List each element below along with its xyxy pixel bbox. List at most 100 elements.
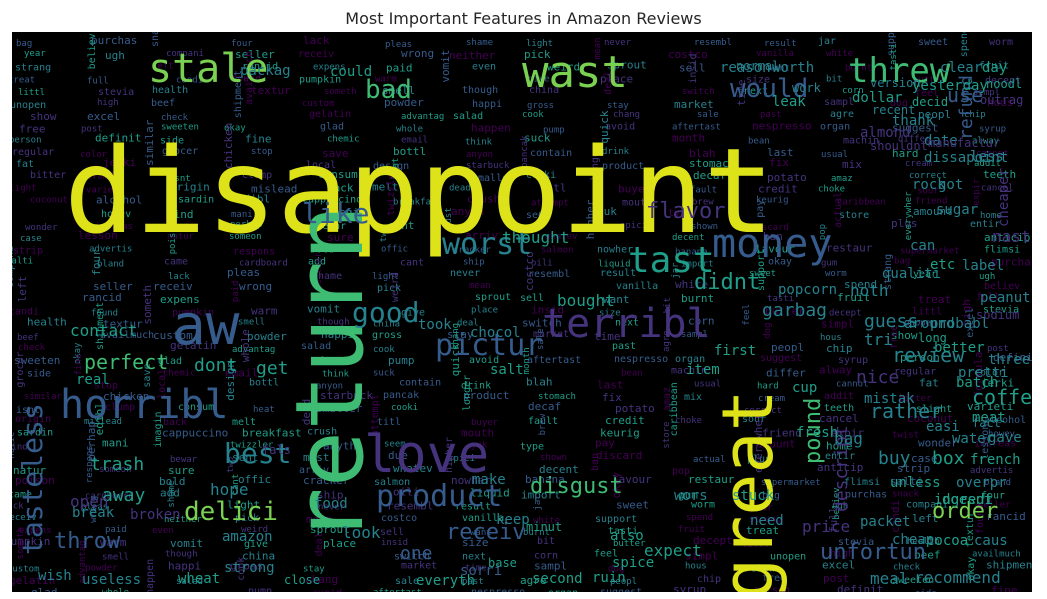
filler-word-251: whole (396, 124, 423, 134)
filler-word-220: beef (151, 98, 175, 109)
filler-word-375: someon (229, 232, 262, 242)
filler-word-326: credit (605, 414, 645, 427)
filler-word-387: advertis (89, 244, 132, 254)
filler-word-243: agre (662, 330, 672, 352)
word-138: recent (872, 103, 915, 117)
filler-word-339: brew (692, 198, 714, 208)
filler-word-216: feel (742, 304, 752, 326)
filler-word-322: dead (300, 399, 313, 426)
filler-word-320: back (163, 417, 187, 428)
filler-word-266: think (322, 369, 350, 379)
filler-word-168: neither (449, 49, 496, 62)
filler-word-150: snack (892, 489, 920, 499)
word-28: order (932, 499, 998, 524)
filler-word-157: resembl (694, 38, 732, 48)
filler-word-224: happi (321, 328, 354, 341)
word-147: normal (736, 59, 779, 73)
filler-word-150: snack (150, 32, 161, 47)
word-135: manufactur (928, 136, 1000, 150)
filler-word-292: local (306, 160, 336, 171)
filler-word-337: attempt (531, 199, 569, 209)
filler-word-250: glad (158, 356, 182, 367)
filler-word-302: bitter (899, 394, 932, 404)
word-36: guess (864, 311, 918, 332)
filler-word-313: amaz (662, 387, 673, 411)
filler-word-179: rancid (986, 510, 1026, 523)
filler-word-179: rancid (242, 61, 278, 72)
filler-word-377: two (226, 457, 236, 473)
filler-word-333: edibl (93, 402, 106, 435)
filler-word-182: even (323, 292, 347, 303)
filler-word-154: shame (167, 481, 177, 508)
filler-word-223: powder (247, 330, 287, 343)
filler-word-171: costco (668, 48, 708, 61)
filler-word-257: organ (548, 588, 578, 592)
word-33: use (947, 83, 983, 107)
filler-word-166: receiv (298, 49, 334, 60)
filler-word-276: grocer (15, 351, 26, 387)
filler-word-291: chicken (103, 390, 149, 403)
word-120: pretti (958, 365, 1009, 381)
filler-word-183: weird (390, 272, 401, 302)
filler-word-286: hard (757, 382, 779, 392)
filler-word-230: dog (608, 565, 624, 575)
filler-word-160: sweet (616, 499, 649, 512)
filler-word-226: stay (303, 565, 325, 575)
filler-word-354: pay (595, 437, 615, 450)
word-73: sugar (936, 202, 978, 218)
filler-word-164: compani (166, 49, 204, 59)
filler-word-174: support (756, 249, 767, 291)
word-122: long (918, 331, 947, 345)
word-124: peanut (980, 290, 1031, 306)
filler-word-206: health (27, 316, 67, 329)
filler-word-148: bag (762, 490, 780, 501)
filler-word-218: unopen (904, 319, 937, 329)
filler-word-285: usual (694, 380, 721, 390)
filler-word-210: though (165, 549, 198, 559)
filler-word-227: market (401, 561, 437, 572)
filler-word-236: gelatin (12, 574, 55, 587)
word-130: date (924, 133, 958, 149)
word-51: thought (502, 228, 569, 247)
filler-word-197: give (244, 539, 268, 550)
filler-word-399: flimsi (984, 244, 1020, 255)
filler-word-181: paid (105, 525, 127, 535)
filler-word-250: glad (320, 121, 344, 132)
word-38: trash (90, 454, 144, 475)
filler-word-214: next (462, 551, 486, 562)
filler-word-245: chip (964, 110, 986, 120)
filler-word-201: bit (826, 75, 842, 85)
word-cloud: bag purchas snack four lack pleas shame light ne… (12, 32, 1032, 592)
word-87: amazon (222, 529, 273, 545)
filler-word-353: type (668, 208, 692, 219)
filler-word-168: neither (164, 515, 203, 525)
filler-word-411: gum (678, 488, 698, 501)
word-26: tasteless (16, 403, 49, 555)
filler-word-217: simpl (973, 88, 1000, 98)
filler-word-348: imagin (153, 411, 164, 447)
filler-word-293: design (373, 161, 409, 172)
filler-word-248: sweeten (161, 122, 199, 132)
filler-word-271: machin (671, 365, 707, 376)
filler-word-160: sweet (749, 269, 776, 279)
filler-word-360: notic (12, 432, 17, 459)
word-9: terribl (542, 301, 711, 347)
filler-word-184: sprout (310, 523, 350, 536)
filler-word-407: oili (531, 259, 553, 269)
filler-word-382: ban (590, 453, 601, 471)
filler-word-173: white (675, 278, 708, 291)
filler-word-163: ugh (979, 272, 995, 282)
filler-word-260: person (12, 136, 42, 146)
filler-word-226: stay (607, 101, 629, 111)
filler-word-403: cardboard (85, 491, 134, 501)
filler-word-183: weird (241, 525, 268, 535)
filler-word-256: nespresso (614, 354, 668, 365)
filler-word-317: varieti (967, 400, 1013, 413)
filler-word-398: supermarket (900, 246, 960, 256)
filler-word-355: store (839, 210, 869, 221)
filler-word-165: seller (235, 48, 275, 61)
filler-word-163: ugh (105, 49, 125, 62)
filler-word-288: fat (919, 377, 939, 390)
filler-word-400: salti (890, 475, 923, 488)
filler-word-238: salad (453, 111, 483, 122)
